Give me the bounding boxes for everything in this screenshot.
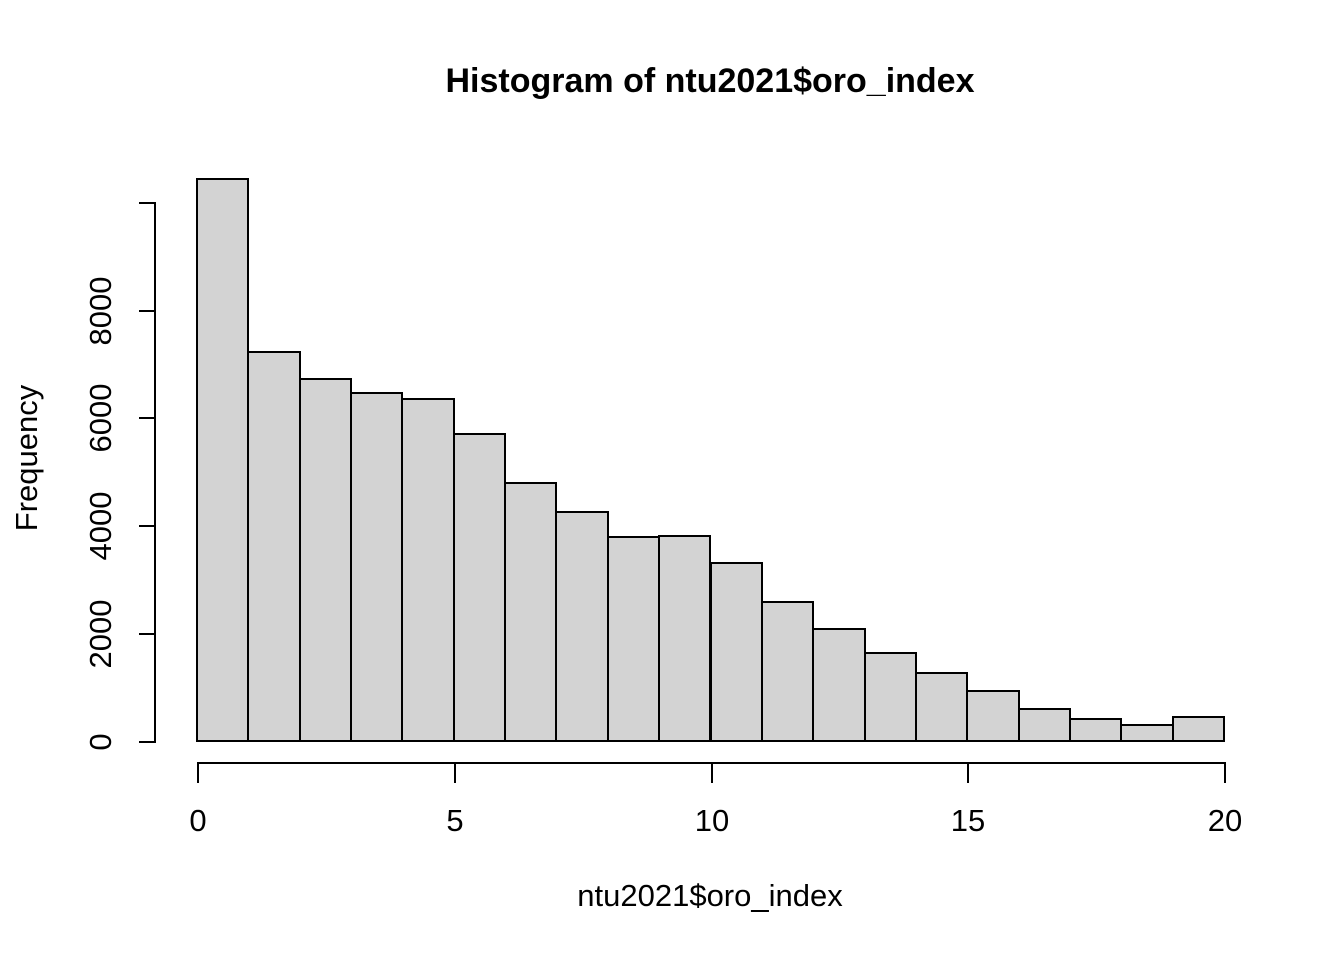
histogram-bar [760,601,815,742]
x-tick-label: 20 [1207,803,1243,838]
x-tick [197,764,199,783]
y-axis-line [154,202,156,743]
y-tick-label: 2000 [83,599,118,669]
x-tick [454,764,456,783]
x-axis-line [197,762,1226,764]
y-tick [139,525,154,527]
x-tick [711,764,713,783]
histogram-bar [555,511,609,742]
histogram-bar [350,392,404,742]
histogram-bar [504,482,558,742]
y-tick [139,417,154,419]
y-tick-label: 0 [83,733,118,751]
histogram-bar [863,652,917,742]
histogram-bar [606,536,661,742]
x-axis-label: ntu2021$oro_index [577,878,843,913]
histogram-bar [452,433,507,742]
histogram-bar [812,628,866,742]
histogram-bar [658,535,712,742]
y-tick-label: 4000 [83,491,118,561]
x-tick-label: 15 [950,803,986,838]
histogram-bar [1120,724,1174,742]
y-tick [139,202,154,204]
histogram-bar [709,562,763,742]
histogram-bar [298,378,353,742]
chart-title: Histogram of ntu2021$oro_index [445,62,975,100]
histogram-bar [401,398,455,742]
y-tick [139,310,154,312]
histogram-bar [1017,708,1071,742]
histogram-bar [966,690,1020,742]
x-tick-label: 5 [446,803,464,838]
x-tick [967,764,969,783]
y-tick [139,633,154,635]
y-tick-label: 8000 [83,276,118,346]
histogram-bar [914,672,969,742]
y-axis-label: Frequency [9,384,44,532]
x-tick-label: 0 [189,803,207,838]
x-tick [1224,764,1226,783]
histogram-bar [1068,718,1123,742]
histogram-bar [1171,716,1225,742]
x-tick-label: 10 [694,803,730,838]
y-tick-label: 6000 [83,383,118,453]
histogram-bar [196,178,250,742]
y-tick [139,741,154,743]
histogram-bar [247,351,301,742]
